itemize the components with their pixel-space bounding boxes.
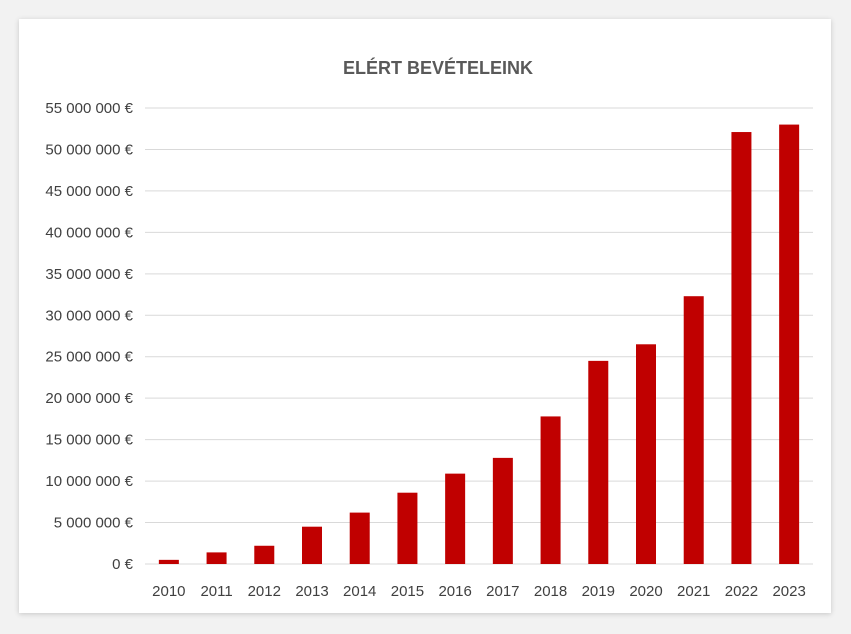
bar-2013 (302, 526, 322, 564)
chart-title: ELÉRT BEVÉTELEINK (343, 57, 533, 78)
x-tick-label: 2016 (438, 583, 471, 600)
x-tick-label: 2020 (629, 583, 662, 600)
y-tick-label: 20 000 000 € (45, 390, 133, 407)
y-tick-label: 30 000 000 € (45, 307, 133, 324)
y-tick-label: 55 000 000 € (45, 100, 133, 117)
y-tick-label: 50 000 000 € (45, 141, 133, 158)
bar-2018 (540, 416, 561, 564)
bar-2016 (445, 473, 466, 564)
x-tick-label: 2023 (772, 583, 805, 600)
bar-2020 (636, 344, 656, 564)
bar-2022 (731, 132, 752, 564)
x-tick-label: 2012 (248, 583, 281, 600)
y-tick-label: 0 € (112, 556, 134, 573)
x-tick-label: 2010 (152, 583, 185, 600)
y-tick-label: 15 000 000 € (45, 432, 133, 449)
x-tick-label: 2014 (343, 583, 376, 600)
x-tick-label: 2021 (677, 583, 710, 600)
bar-2011 (206, 552, 227, 564)
y-tick-label: 5 000 000 € (54, 515, 134, 532)
x-tick-label: 2017 (486, 583, 519, 600)
bar-2017 (492, 457, 513, 564)
x-tick-label: 2018 (534, 583, 567, 600)
x-axis-ticks: 2010 2011 2012 2013 2014 2015 2016 2017 2018 2019… (152, 583, 806, 600)
bar-2012 (254, 545, 275, 564)
bar-2015 (397, 492, 418, 564)
x-tick-label: 2013 (295, 583, 328, 600)
y-tick-label: 10 000 000 € (45, 473, 133, 490)
bar-2023 (779, 124, 800, 564)
bars (158, 124, 800, 564)
x-tick-label: 2015 (391, 583, 424, 600)
bar-2010 (158, 559, 179, 564)
gridlines (145, 107, 813, 565)
x-tick-label: 2019 (582, 583, 615, 600)
x-tick-label: 2011 (200, 583, 232, 600)
bar-2014 (349, 512, 370, 564)
y-tick-label: 45 000 000 € (45, 183, 133, 200)
bar-2019 (588, 360, 609, 564)
bar-2021 (683, 296, 704, 564)
y-tick-label: 35 000 000 € (45, 266, 133, 283)
y-tick-label: 40 000 000 € (45, 224, 133, 241)
x-tick-label: 2022 (725, 583, 758, 600)
y-axis-ticks: 0 € 5 000 000 € 10 000 000 € 15 000 000 € 20… (45, 100, 133, 573)
y-tick-label: 25 000 000 € (45, 349, 133, 366)
